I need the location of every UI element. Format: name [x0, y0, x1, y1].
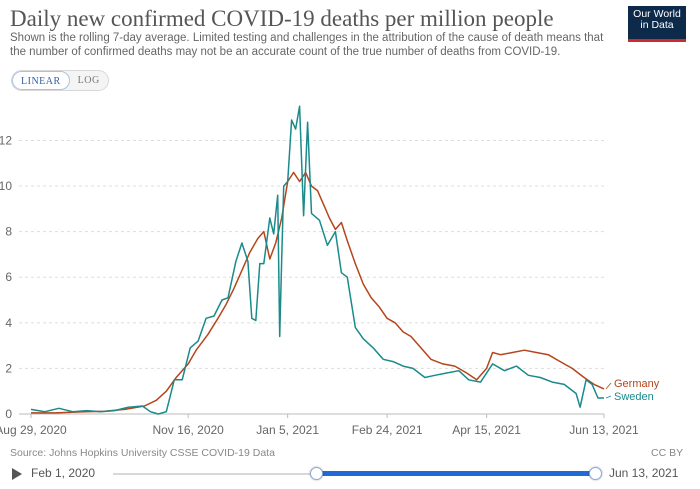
chart-title: Daily new confirmed COVID-19 deaths per … — [10, 6, 554, 31]
timeline-start-date: Feb 1, 2020 — [31, 466, 96, 480]
line-chart: 0 2 4 6 8 10 12 Aug 29, 2020 Nov 16, 2020 Jan 5, … — [0, 105, 660, 437]
source-note[interactable]: Source: Johns Hopkins University CSSE CO… — [10, 447, 275, 459]
legend-connector — [605, 382, 612, 390]
y-tick-label: 10 — [0, 179, 12, 193]
x-tick-label: Feb 24, 2021 — [352, 423, 423, 437]
legend-connector — [605, 395, 612, 399]
timeline-end-date: Jun 13, 2021 — [609, 466, 679, 480]
timeline: Feb 1, 2020 Jun 13, 2021 — [0, 463, 700, 485]
x-tick-label: Aug 29, 2020 — [0, 423, 67, 437]
y-tick-label: 6 — [5, 270, 12, 284]
timeline-start-handle[interactable] — [310, 467, 323, 480]
timeline-end-handle[interactable] — [589, 467, 602, 480]
series-line-germany — [31, 171, 605, 414]
x-tick-label: Nov 16, 2020 — [152, 423, 224, 437]
play-icon[interactable] — [12, 468, 22, 480]
log-scale-button[interactable]: LOG — [77, 75, 100, 86]
logo-accent-bar — [628, 39, 686, 42]
license-label[interactable]: CC BY — [651, 447, 684, 459]
logo-line-1: Our World — [633, 8, 681, 20]
linear-scale-button[interactable]: LINEAR — [12, 71, 70, 90]
y-tick-label: 4 — [5, 316, 12, 330]
scale-toggle: LINEAR LOG — [11, 70, 109, 91]
y-tick-label: 2 — [5, 361, 12, 375]
legend-label-germany: Germany — [614, 378, 660, 390]
x-tick-label: Apr 15, 2021 — [452, 423, 521, 437]
logo-line-2: in Data — [640, 19, 674, 31]
y-tick-label: 0 — [5, 407, 12, 421]
x-tick-label: Jan 5, 2021 — [256, 423, 319, 437]
owid-logo[interactable]: Our World in Data — [628, 6, 686, 42]
y-tick-label: 8 — [5, 225, 12, 239]
timeline-selected-range — [316, 471, 596, 476]
x-tick-label: Jun 13, 2021 — [569, 423, 639, 437]
series-line-sweden — [30, 105, 604, 415]
chart-subtitle: Shown is the rolling 7-day average. Limi… — [10, 32, 604, 58]
y-tick-label: 12 — [0, 133, 12, 147]
legend-label-sweden: Sweden — [614, 391, 654, 403]
